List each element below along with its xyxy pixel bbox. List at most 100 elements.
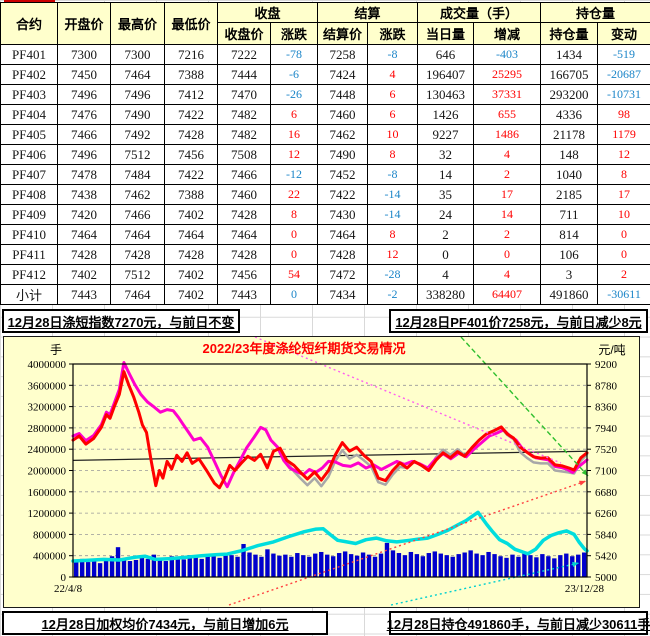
cell-high[interactable]: 7464 (110, 224, 165, 245)
cell-oi_chg[interactable]: -30611 (597, 284, 650, 305)
cell-low[interactable]: 7388 (164, 64, 218, 85)
cell-low[interactable]: 7402 (164, 284, 218, 305)
cell-settle_chg[interactable]: -28 (367, 264, 419, 285)
col-header-settle[interactable]: 结算价 (317, 22, 369, 45)
cell-oi[interactable]: 1434 (540, 44, 599, 65)
cell-settle_chg[interactable]: 4 (367, 64, 419, 85)
cell-settle[interactable]: 7490 (317, 144, 369, 165)
cell-contract[interactable]: PF412 (0, 264, 58, 285)
cell-settle[interactable]: 7428 (317, 244, 369, 265)
cell-oi_chg[interactable]: -10731 (597, 84, 650, 105)
cell-open[interactable]: 7438 (57, 184, 111, 205)
cell-contract[interactable]: PF410 (0, 224, 58, 245)
cell-contract[interactable]: PF401 (0, 44, 58, 65)
cell-high[interactable]: 7300 (110, 44, 165, 65)
cell-low[interactable]: 7216 (164, 44, 218, 65)
cell-low[interactable]: 7422 (164, 164, 218, 185)
cell-oi[interactable]: 814 (540, 224, 599, 245)
cell-volume_chg[interactable]: 2 (473, 164, 542, 185)
cell-close[interactable]: 7222 (217, 44, 271, 65)
cell-open[interactable]: 7443 (57, 284, 111, 305)
col-header-contract[interactable]: 合约 (0, 2, 58, 45)
group-header-2[interactable]: 成交量（手） (417, 2, 542, 23)
cell-close_chg[interactable]: 6 (269, 104, 319, 125)
col-header-oi[interactable]: 持仓量 (540, 22, 599, 45)
cell-close_chg[interactable]: 16 (269, 124, 319, 145)
cell-settle[interactable]: 7424 (317, 64, 369, 85)
cell-settle_chg[interactable]: -2 (367, 284, 419, 305)
cell-oi_chg[interactable]: 10 (597, 204, 650, 225)
cell-open[interactable]: 7464 (57, 224, 111, 245)
group-header-1[interactable]: 结算 (317, 2, 419, 23)
cell-settle[interactable]: 7472 (317, 264, 369, 285)
cell-settle[interactable]: 7452 (317, 164, 369, 185)
textbox-weighted-avg-summary[interactable]: 12月28日加权均价7434元，与前日增加6元 (2, 611, 328, 635)
cell-volume_chg[interactable]: 0 (473, 244, 542, 265)
cell-oi[interactable]: 4336 (540, 104, 599, 125)
cell-open[interactable]: 7450 (57, 64, 111, 85)
col-header-volume_chg[interactable]: 增减 (473, 22, 542, 45)
cell-settle_chg[interactable]: 12 (367, 244, 419, 265)
cell-settle_chg[interactable]: -14 (367, 204, 419, 225)
cell-close_chg[interactable]: 22 (269, 184, 319, 205)
cell-close_chg[interactable]: -6 (269, 64, 319, 85)
cell-volume[interactable]: 646 (417, 44, 475, 65)
cell-high[interactable]: 7464 (110, 284, 165, 305)
cell-contract[interactable]: 小计 (0, 284, 58, 305)
cell-settle_chg[interactable]: 8 (367, 224, 419, 245)
cell-oi[interactable]: 1040 (540, 164, 599, 185)
cell-volume_chg[interactable]: 4 (473, 144, 542, 165)
cell-volume[interactable]: 14 (417, 164, 475, 185)
cell-oi_chg[interactable]: 17 (597, 184, 650, 205)
cell-oi_chg[interactable]: 0 (597, 244, 650, 265)
cell-close_chg[interactable]: 0 (269, 284, 319, 305)
cell-volume_chg[interactable]: 17 (473, 184, 542, 205)
textbox-open-interest-summary[interactable]: 12月28日持仓491860手，与前日减少30611手 (387, 611, 650, 635)
cell-high[interactable]: 7462 (110, 184, 165, 205)
cell-oi_chg[interactable]: 98 (597, 104, 650, 125)
cell-oi[interactable]: 166705 (540, 64, 599, 85)
col-header-close[interactable]: 收盘价 (217, 22, 271, 45)
cell-low[interactable]: 7428 (164, 244, 218, 265)
cell-contract[interactable]: PF409 (0, 204, 58, 225)
cell-high[interactable]: 7512 (110, 144, 165, 165)
cell-oi[interactable]: 3 (540, 264, 599, 285)
cell-low[interactable]: 7422 (164, 104, 218, 125)
cell-contract[interactable]: PF403 (0, 84, 58, 105)
cell-volume[interactable]: 2 (417, 224, 475, 245)
cell-close_chg[interactable]: 12 (269, 144, 319, 165)
textbox-index-summary[interactable]: 12月28日涤短指数7270元，与前日不变 (2, 309, 240, 333)
cell-settle[interactable]: 7258 (317, 44, 369, 65)
col-header-settle_chg[interactable]: 涨跌 (367, 22, 419, 45)
cell-volume_chg[interactable]: -403 (473, 44, 542, 65)
cell-close[interactable]: 7508 (217, 144, 271, 165)
cell-oi[interactable]: 21178 (540, 124, 599, 145)
cell-oi[interactable]: 293200 (540, 84, 599, 105)
cell-oi_chg[interactable]: 2 (597, 264, 650, 285)
cell-oi_chg[interactable]: 1179 (597, 124, 650, 145)
cell-settle[interactable]: 7464 (317, 224, 369, 245)
cell-open[interactable]: 7428 (57, 244, 111, 265)
cell-settle[interactable]: 7460 (317, 104, 369, 125)
group-header-0[interactable]: 收盘 (216, 2, 319, 23)
cell-close_chg[interactable]: -12 (269, 164, 319, 185)
cell-settle[interactable]: 7448 (317, 84, 369, 105)
cell-volume[interactable]: 1426 (417, 104, 475, 125)
cell-close_chg[interactable]: -78 (269, 44, 319, 65)
cell-close[interactable]: 7444 (217, 64, 271, 85)
cell-oi_chg[interactable]: -519 (597, 44, 650, 65)
cell-oi[interactable]: 491860 (540, 284, 599, 305)
cell-volume[interactable]: 24 (417, 204, 475, 225)
cell-volume[interactable]: 196407 (417, 64, 475, 85)
cell-settle[interactable]: 7462 (317, 124, 369, 145)
cell-oi_chg[interactable]: 8 (597, 164, 650, 185)
cell-contract[interactable]: PF408 (0, 184, 58, 205)
cell-volume_chg[interactable]: 25295 (473, 64, 542, 85)
cell-contract[interactable]: PF405 (0, 124, 58, 145)
cell-volume[interactable]: 9227 (417, 124, 475, 145)
cell-high[interactable]: 7466 (110, 204, 165, 225)
cell-settle_chg[interactable]: 6 (367, 104, 419, 125)
cell-volume[interactable]: 0 (417, 244, 475, 265)
cell-volume_chg[interactable]: 4 (473, 264, 542, 285)
cell-low[interactable]: 7456 (164, 144, 218, 165)
